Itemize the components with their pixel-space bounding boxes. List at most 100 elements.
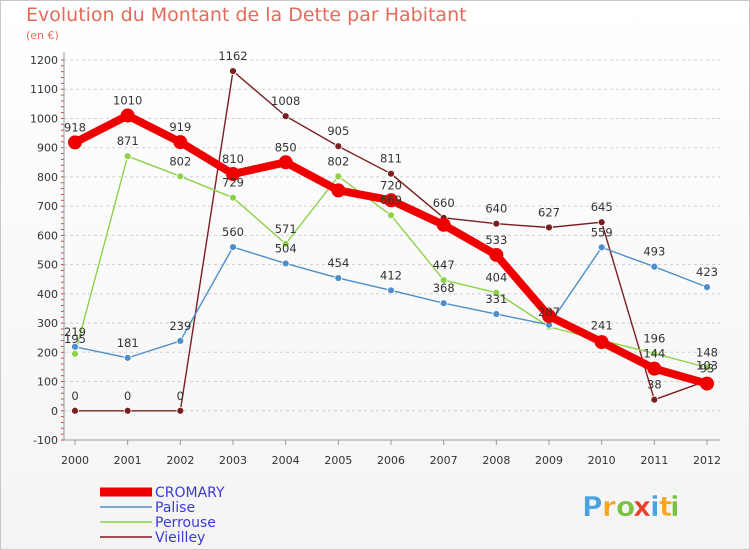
data-label: 93 <box>700 362 715 376</box>
data-label: 1162 <box>218 49 247 63</box>
axes <box>61 52 720 445</box>
y-tick-label: 900 <box>37 142 58 155</box>
data-label: 850 <box>275 140 297 154</box>
data-point <box>542 309 556 324</box>
data-point <box>226 167 240 181</box>
data-label: 1010 <box>113 94 142 108</box>
data-label: 660 <box>433 196 455 210</box>
data-point <box>334 142 343 151</box>
data-point <box>650 262 659 271</box>
x-tick-label: 2012 <box>693 454 721 467</box>
data-point <box>334 274 343 282</box>
data-label: 645 <box>591 200 613 214</box>
data-label: 811 <box>380 152 402 166</box>
x-tick-label: 2003 <box>219 454 247 467</box>
logo-letter: P <box>582 490 603 523</box>
data-point <box>387 169 395 178</box>
data-label: 103 <box>696 359 718 373</box>
data-label: 669 <box>380 193 402 207</box>
y-tick-label: 700 <box>37 200 58 213</box>
data-label: 802 <box>327 154 349 168</box>
data-label: 241 <box>591 318 613 332</box>
data-label: 918 <box>64 120 86 134</box>
data-label: 38 <box>647 378 662 392</box>
data-label: 0 <box>71 389 78 403</box>
y-tick-label: 800 <box>37 171 58 184</box>
data-point <box>650 395 659 404</box>
data-label: 533 <box>485 233 507 247</box>
data-label: 640 <box>485 202 507 216</box>
x-tick-label: 2002 <box>166 454 194 467</box>
data-point <box>176 172 185 181</box>
legend-label: Palise <box>155 500 195 516</box>
data-point <box>597 243 606 252</box>
data-label: 627 <box>538 205 560 219</box>
data-point <box>492 288 501 297</box>
data-point <box>594 335 609 350</box>
data-label: 219 <box>64 325 86 339</box>
data-label: 368 <box>433 281 455 295</box>
data-label: 504 <box>275 241 297 255</box>
data-point <box>229 243 237 251</box>
data-point <box>229 67 237 76</box>
data-point <box>387 286 395 295</box>
data-label: 559 <box>591 225 613 239</box>
data-label: 195 <box>64 332 86 346</box>
legend-label: Perrouse <box>155 515 216 531</box>
data-point <box>229 193 237 202</box>
x-tick-label: 2009 <box>535 454 563 467</box>
data-label: 239 <box>169 319 191 333</box>
data-label: 905 <box>327 124 349 138</box>
data-label: 0 <box>124 389 131 403</box>
x-tick-label: 2004 <box>272 454 300 467</box>
y-tick-label: 1000 <box>30 112 58 125</box>
data-label: 447 <box>433 258 455 272</box>
data-label: 404 <box>485 271 507 285</box>
data-point <box>384 193 398 208</box>
data-point <box>387 211 395 220</box>
data-labels: 918 1010 919 810 850 720 533 144 93 219 181 239 560 5… <box>64 49 718 403</box>
data-point <box>545 223 553 232</box>
data-label: 196 <box>643 331 665 345</box>
x-tick-label: 2008 <box>482 454 510 467</box>
x-tick-label: 2007 <box>430 454 458 467</box>
data-point <box>281 259 290 268</box>
series-vieilley <box>71 67 711 415</box>
data-point <box>492 310 501 318</box>
data-point <box>597 218 606 227</box>
data-point <box>281 239 290 248</box>
data-label: 0 <box>177 389 184 403</box>
tick-labels: -100010020030040050060070080090010001100… <box>30 54 721 467</box>
data-label: 560 <box>222 225 244 239</box>
data-point <box>492 219 501 228</box>
data-point <box>176 337 185 345</box>
y-tick-label: 0 <box>51 405 58 418</box>
x-tick-label: 2000 <box>61 454 89 467</box>
data-label: 919 <box>169 120 191 134</box>
x-tick-label: 2010 <box>588 454 616 467</box>
chart-title: Evolution du Montant de la Dette par Hab… <box>26 4 467 26</box>
data-label: 571 <box>275 222 297 236</box>
y-tick-label: 400 <box>37 288 58 301</box>
data-point <box>700 376 714 391</box>
logo-letter: i <box>670 490 680 523</box>
series-cromary <box>68 108 714 391</box>
data-point <box>71 342 79 351</box>
data-point <box>703 363 711 372</box>
data-point <box>278 155 293 170</box>
data-point <box>176 406 185 415</box>
data-label: 148 <box>696 346 718 360</box>
logo-letter: t <box>659 490 672 523</box>
data-point <box>650 349 659 358</box>
series-palise <box>71 243 711 362</box>
data-label: 802 <box>169 154 191 168</box>
data-point <box>489 247 504 262</box>
chart-subtitle: (en €) <box>26 29 59 42</box>
series-line <box>74 246 708 359</box>
data-point <box>439 276 448 285</box>
logo-letter: x <box>633 490 651 523</box>
